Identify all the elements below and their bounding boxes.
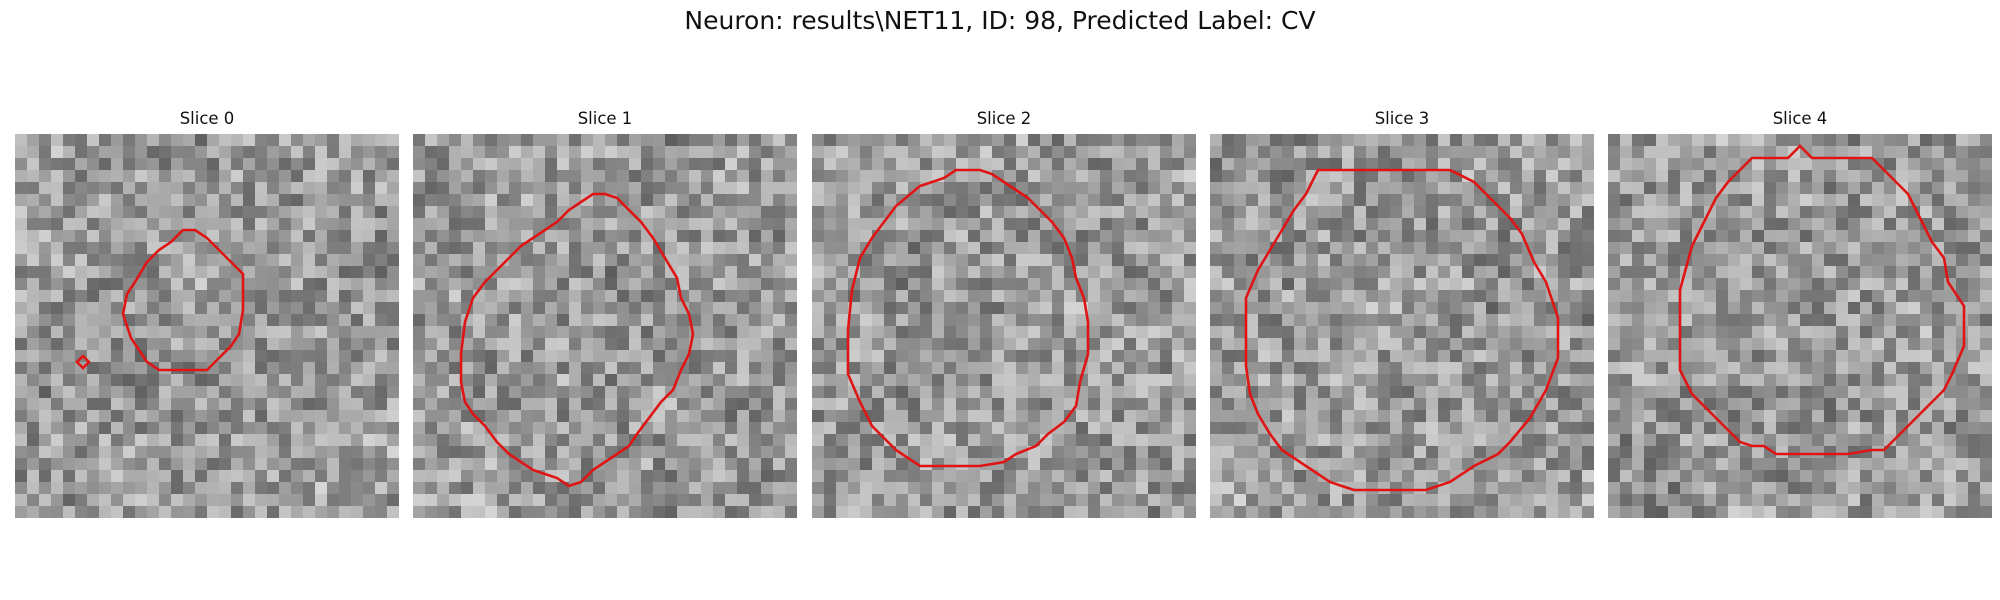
slice-panel-1: Slice 1 xyxy=(413,108,797,518)
slice-label: Slice 4 xyxy=(1772,109,1828,128)
roi-contour xyxy=(1678,144,1966,456)
figure-title: Neuron: results\NET11, ID: 98, Predicted… xyxy=(684,6,1316,35)
slice-label: Slice 1 xyxy=(577,109,633,128)
slice-panel-4: Slice 4 xyxy=(1608,108,1992,518)
slice-panel-0: Slice 0 xyxy=(15,108,399,518)
roi-contour xyxy=(846,168,1090,468)
slice-panel-3: Slice 3 xyxy=(1210,108,1594,518)
roi-contour xyxy=(75,228,245,372)
roi-contour xyxy=(1244,168,1560,492)
slice-label: Slice 2 xyxy=(976,109,1032,128)
roi-contour xyxy=(459,192,695,488)
slice-label: Slice 3 xyxy=(1374,109,1430,128)
slice-panel-2: Slice 2 xyxy=(812,108,1196,518)
slice-image xyxy=(413,134,797,518)
slice-image xyxy=(15,134,399,518)
slice-image xyxy=(1210,134,1594,518)
slice-label: Slice 0 xyxy=(179,109,235,128)
slice-image xyxy=(812,134,1196,518)
